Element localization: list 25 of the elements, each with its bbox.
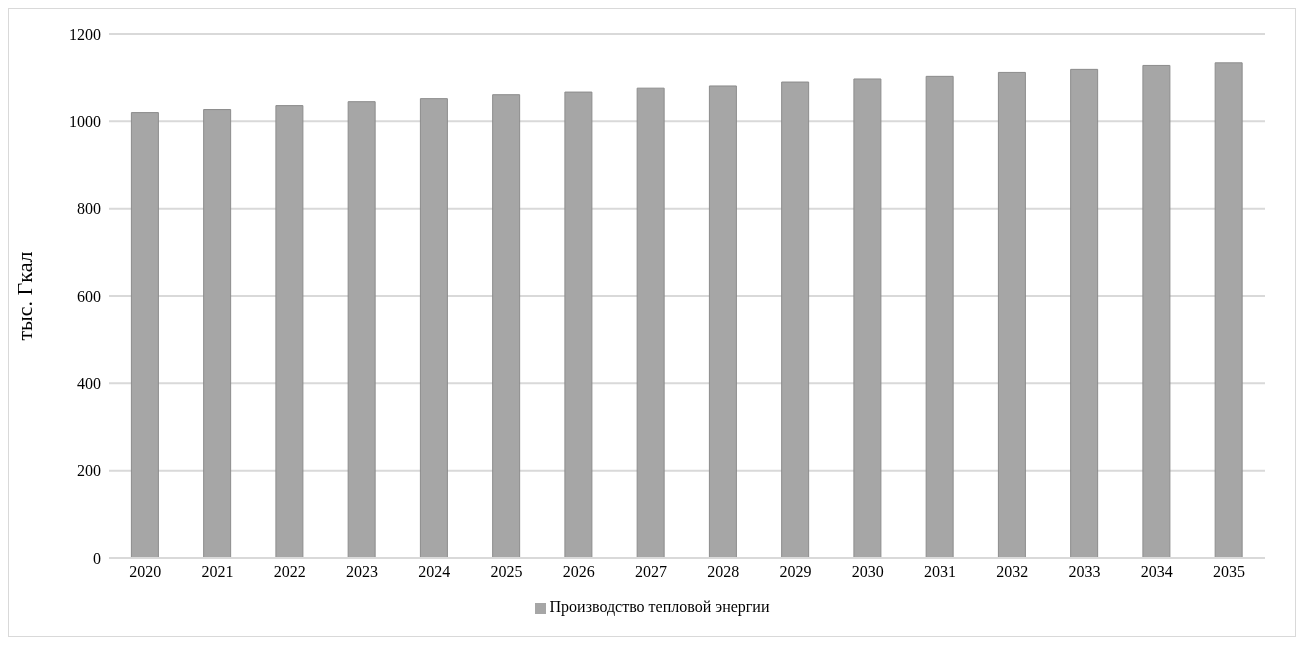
x-tick-label: 2029 [779, 563, 812, 581]
y-tick-label: 600 [77, 287, 101, 305]
x-tick-label: 2023 [345, 563, 378, 581]
x-tick-label: 2031 [923, 563, 956, 581]
y-tick-label: 400 [77, 375, 101, 393]
y-tick-label: 1200 [69, 25, 101, 43]
x-tick-label: 2033 [1068, 563, 1101, 581]
x-tick-label: 2026 [562, 563, 595, 581]
x-tick-label: 2022 [273, 563, 306, 581]
x-tick-label: 2020 [129, 563, 162, 581]
x-tick-label: 2032 [996, 563, 1029, 581]
x-tick-label: 2024 [418, 563, 451, 581]
y-tick-label: 200 [77, 462, 101, 480]
legend-label: Производство тепловой энергии [549, 598, 770, 615]
y-tick-label: 800 [77, 200, 101, 218]
x-tick-label: 2034 [1140, 563, 1173, 581]
x-tick-label: 2021 [201, 563, 234, 581]
x-tick-label: 2025 [490, 563, 523, 581]
y-tick-label: 1000 [69, 113, 101, 131]
y-tick-label: 0 [93, 549, 101, 567]
x-tick-label: 2028 [707, 563, 740, 581]
y-axis-title: тыс. Гкал [11, 251, 37, 341]
x-tick-label: 2030 [851, 563, 884, 581]
x-tick-label: 2027 [634, 563, 667, 581]
x-tick-label: 2035 [1212, 563, 1245, 581]
